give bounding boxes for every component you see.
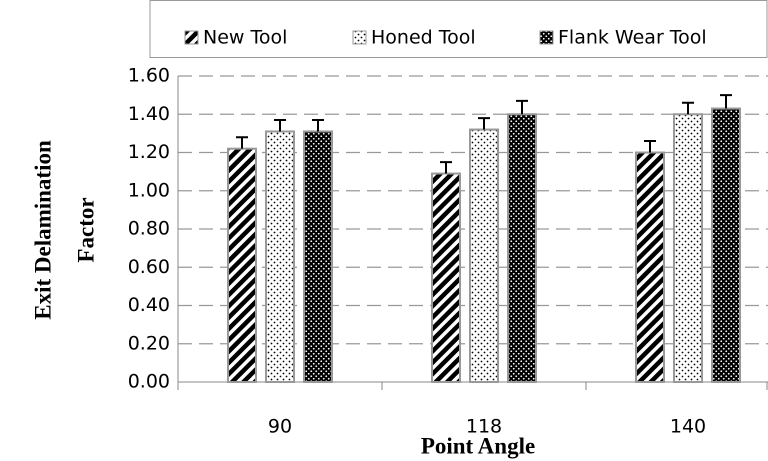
legend-label: Flank Wear Tool (558, 27, 707, 49)
bar (227, 147, 257, 383)
legend-label: Honed Tool (371, 27, 476, 49)
bar (303, 130, 333, 383)
error-bar (478, 117, 490, 130)
y-tick-label: 1.00 (128, 179, 170, 201)
x-axis-title: Point Angle (421, 433, 535, 458)
legend-swatch (352, 30, 367, 45)
y-tick-label: 0.80 (128, 218, 170, 240)
y-axis-title: Exit Delamination (30, 140, 55, 320)
x-tick-label: 118 (466, 416, 502, 438)
bar (673, 113, 703, 383)
y-tick-label: 0.40 (128, 294, 170, 316)
error-bar (312, 118, 324, 132)
error-bar (720, 94, 732, 109)
bar (469, 128, 499, 383)
legend-swatch (184, 30, 199, 45)
error-bar (236, 136, 248, 149)
x-tick-label: 90 (268, 416, 292, 438)
y-tick-label: 1.60 (128, 65, 170, 87)
error-bar (440, 161, 452, 174)
legend-box (149, 0, 768, 58)
x-tick-label: 140 (670, 416, 706, 438)
bar (431, 172, 461, 383)
error-bar (516, 99, 528, 115)
bar (507, 113, 537, 383)
legend-swatch (539, 30, 554, 45)
bar (635, 151, 665, 383)
error-bar (274, 118, 286, 132)
y-tick-label: 1.20 (128, 141, 170, 163)
y-tick-label: 0.00 (128, 371, 170, 393)
y-axis-title: Factor (73, 197, 98, 262)
legend-label: New Tool (203, 27, 287, 49)
bar (711, 107, 741, 383)
bar (265, 130, 295, 383)
y-tick-label: 1.40 (128, 103, 170, 125)
error-bar (682, 101, 694, 115)
y-tick-label: 0.20 (128, 332, 170, 354)
error-bar (644, 140, 656, 153)
y-tick-label: 0.60 (128, 256, 170, 278)
